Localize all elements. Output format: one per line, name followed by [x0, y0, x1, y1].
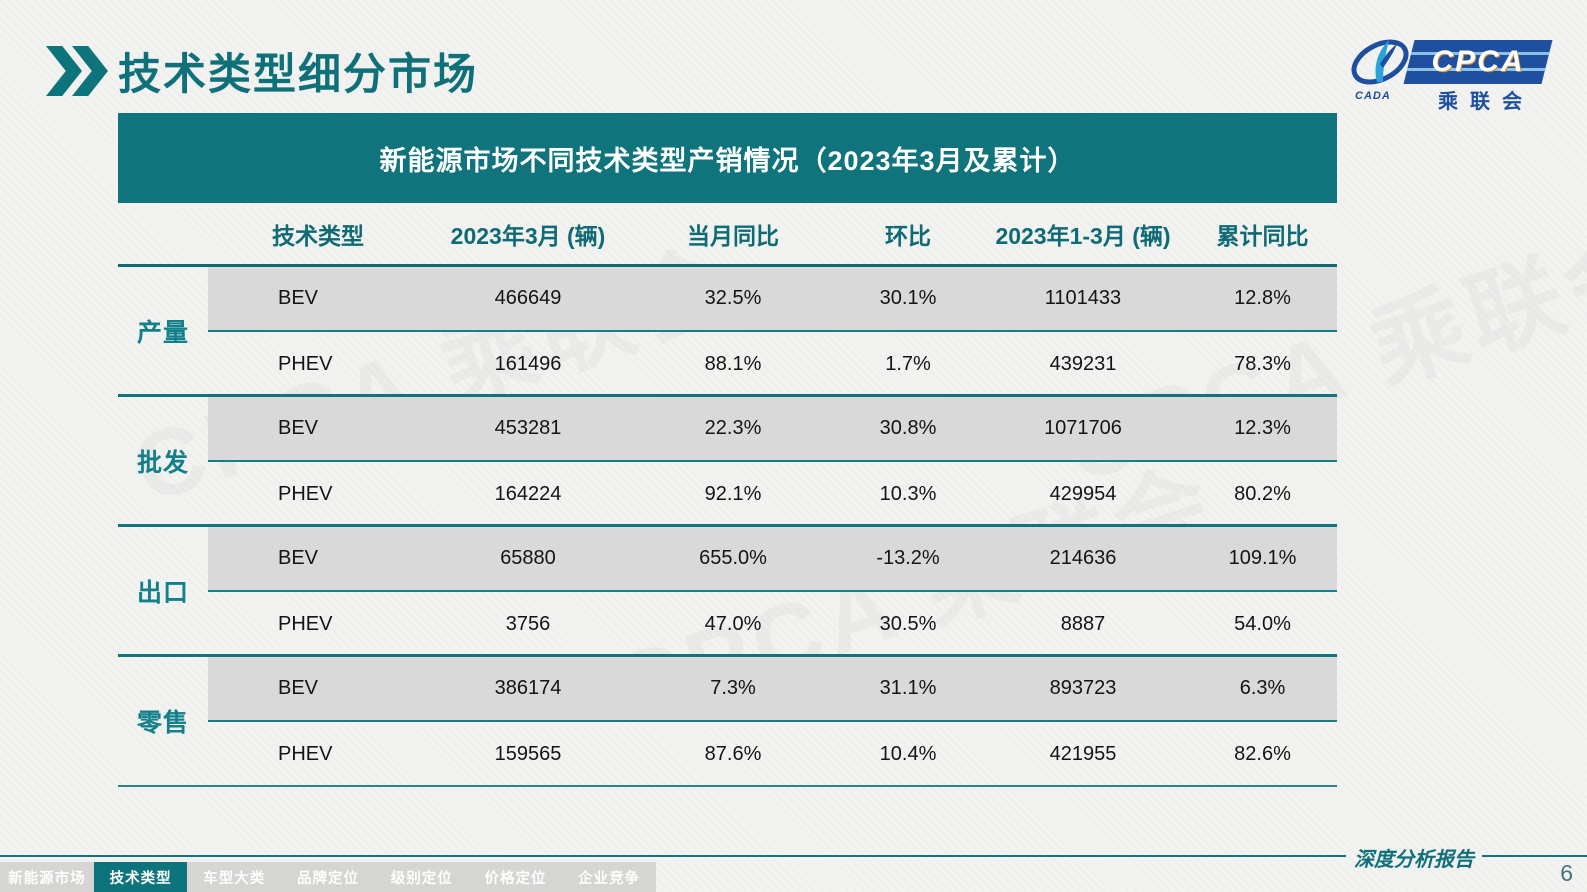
- footer-rule-right: [1482, 855, 1587, 857]
- value-cell: 421955: [1049, 743, 1117, 765]
- nav-tab-enterprise-competition[interactable]: 企业竞争: [578, 870, 641, 887]
- value-cell: 30.1%: [879, 287, 937, 309]
- page-title: 技术类型细分市场: [118, 51, 478, 99]
- tech-type-cell: PHEV: [278, 353, 333, 375]
- tech-type-cell: PHEV: [278, 483, 333, 505]
- value-cell: 30.5%: [879, 613, 937, 635]
- tech-type-cell: BEV: [278, 287, 319, 309]
- value-cell: -13.2%: [876, 547, 940, 569]
- cpca-acronym: CPCA: [1431, 45, 1525, 78]
- tech-type-cell: PHEV: [278, 743, 333, 765]
- value-cell: 8887: [1060, 613, 1106, 635]
- value-cell: 87.6%: [704, 743, 762, 765]
- table-row: PHEV 161496 88.1% 1.7% 439231 78.3%: [208, 332, 1337, 397]
- value-cell: 32.5%: [704, 287, 762, 309]
- value-cell: 1.7%: [885, 353, 931, 375]
- footer-rule-left: [0, 855, 1346, 857]
- group-label: 零售: [136, 709, 189, 737]
- value-cell: 54.0%: [1234, 613, 1291, 635]
- column-header: 当月同比: [687, 222, 779, 249]
- tech-type-cell: BEV: [278, 547, 319, 569]
- cpca-emblem-icon: [1351, 39, 1409, 85]
- value-cell: 47.0%: [704, 613, 762, 635]
- table-title: 新能源市场不同技术类型产销情况（2023年3月及累计）: [118, 113, 1337, 203]
- value-cell: 31.1%: [879, 677, 937, 699]
- value-cell: 65880: [500, 547, 556, 569]
- cpca-chinese-name: 乘联会: [1438, 91, 1534, 113]
- value-cell: 429954: [1049, 483, 1117, 505]
- group-label: 产量: [136, 318, 189, 347]
- value-cell: 78.3%: [1234, 353, 1291, 375]
- value-cell: 6.3%: [1239, 677, 1286, 699]
- value-cell: 655.0%: [699, 547, 767, 569]
- group-label: 出口: [136, 578, 189, 607]
- value-cell: 88.1%: [704, 353, 762, 375]
- value-cell: 7.3%: [710, 677, 756, 699]
- cada-label: CADA: [1355, 90, 1391, 102]
- value-cell: 439231: [1049, 353, 1117, 375]
- table-row: BEV 386174 7.3% 31.1% 893723 6.3%: [208, 657, 1337, 722]
- table-row: PHEV 3756 47.0% 30.5% 8887 54.0%: [208, 592, 1337, 657]
- nav-tab-price-position[interactable]: 价格定位: [484, 870, 547, 887]
- column-header: 2023年3月 (辆): [450, 222, 606, 249]
- double-chevron-icon: [46, 46, 116, 96]
- table-row: BEV 65880 655.0% -13.2% 214636 109.1%: [208, 527, 1337, 592]
- table-header-row: 技术类型 2023年3月 (辆) 当月同比 环比 2023年1-3月 (辆) 累…: [118, 203, 1337, 267]
- value-cell: 893723: [1049, 677, 1117, 699]
- nav-tab-tech-type[interactable]: 技术类型: [93, 862, 188, 892]
- value-cell: 12.8%: [1234, 287, 1291, 309]
- value-cell: 80.2%: [1234, 483, 1291, 505]
- section-navbar: 新能源市场 技术类型 车型大类 品牌定位 级别定位 价格定位 企业竞争: [0, 862, 656, 892]
- value-cell: 161496: [494, 353, 562, 375]
- value-cell: 1101433: [1044, 287, 1122, 309]
- column-header: 技术类型: [272, 222, 364, 249]
- value-cell: 214636: [1049, 547, 1117, 569]
- table-group-wholesale: 批发 BEV 453281 22.3% 30.8% 1071706 12.3% …: [118, 397, 1337, 527]
- footer-report-label: 深度分析报告: [1354, 849, 1474, 871]
- value-cell: 10.4%: [879, 743, 937, 765]
- tech-type-cell: BEV: [278, 417, 319, 439]
- value-cell: 164224: [494, 483, 562, 505]
- table-group-export: 出口 BEV 65880 655.0% -13.2% 214636 109.1%…: [118, 527, 1337, 657]
- table-group-retail: 零售 BEV 386174 7.3% 31.1% 893723 6.3% PHE…: [118, 657, 1337, 787]
- data-table: 新能源市场不同技术类型产销情况（2023年3月及累计） 技术类型 2023年3月…: [118, 113, 1337, 787]
- value-cell: 82.6%: [1234, 743, 1291, 765]
- tech-type-cell: PHEV: [278, 613, 333, 635]
- nav-tab-brand-position[interactable]: 品牌定位: [297, 870, 360, 887]
- nav-tab-model-class[interactable]: 车型大类: [203, 870, 266, 887]
- tech-type-cell: BEV: [278, 677, 319, 699]
- value-cell: 453281: [494, 417, 562, 439]
- value-cell: 12.3%: [1234, 417, 1291, 439]
- table-row: BEV 453281 22.3% 30.8% 1071706 12.3%: [208, 397, 1337, 462]
- table-row: BEV 466649 32.5% 30.1% 1101433 12.8%: [208, 267, 1337, 332]
- column-header: 环比: [885, 222, 931, 249]
- value-cell: 30.8%: [879, 417, 937, 439]
- value-cell: 3756: [505, 613, 551, 635]
- nav-tab-level-position[interactable]: 级别定位: [390, 870, 453, 887]
- table-group-production: 产量 BEV 466649 32.5% 30.1% 1101433 12.8% …: [118, 267, 1337, 397]
- value-cell: 10.3%: [879, 483, 937, 505]
- value-cell: 386174: [494, 677, 562, 699]
- value-cell: 1071706: [1044, 417, 1122, 439]
- column-header: 2023年1-3月 (辆): [995, 222, 1171, 249]
- value-cell: 109.1%: [1228, 547, 1297, 569]
- column-header: 累计同比: [1216, 222, 1309, 249]
- table-row: PHEV 164224 92.1% 10.3% 429954 80.2%: [208, 462, 1337, 527]
- cpca-logo: CADA CPCA 乘联会: [1347, 32, 1553, 113]
- nav-tab-nev-market[interactable]: 新能源市场: [8, 870, 86, 887]
- group-label: 批发: [136, 448, 189, 477]
- value-cell: 466649: [494, 287, 562, 309]
- page-number: 6: [1560, 860, 1573, 886]
- value-cell: 92.1%: [704, 483, 762, 505]
- value-cell: 159565: [494, 743, 562, 765]
- value-cell: 22.3%: [704, 417, 762, 439]
- table-row: PHEV 159565 87.6% 10.4% 421955 82.6%: [208, 722, 1337, 787]
